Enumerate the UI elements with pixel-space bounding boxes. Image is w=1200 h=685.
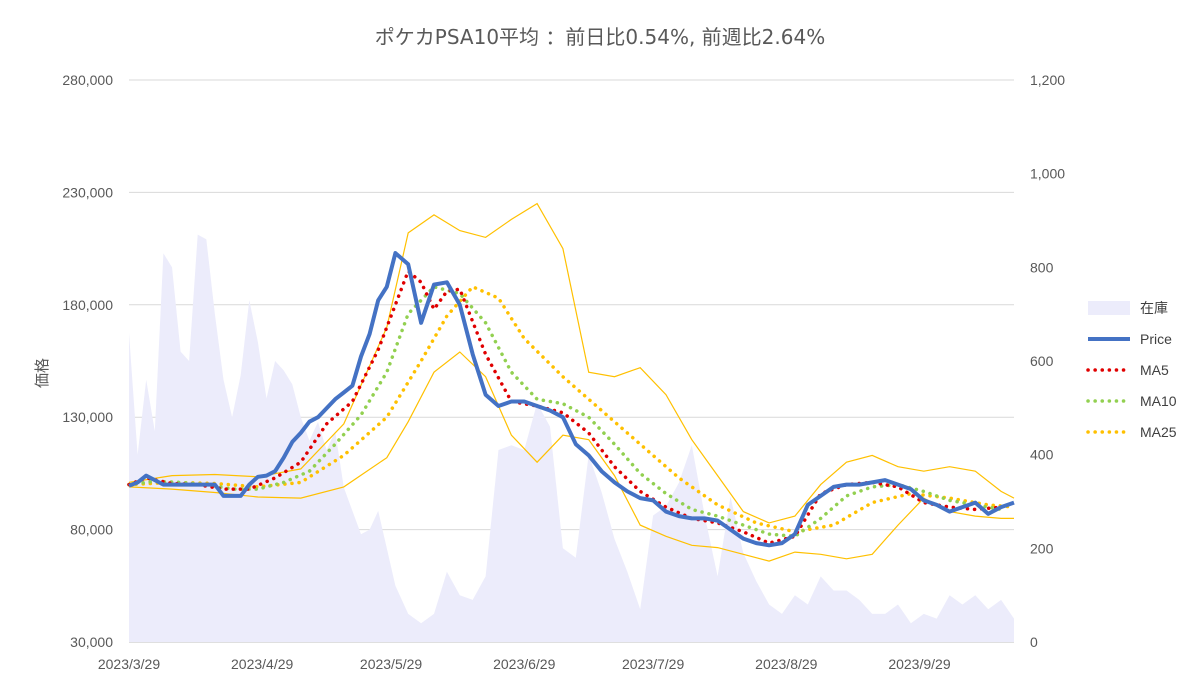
x-tick-label: 2023/4/29 bbox=[231, 656, 293, 672]
legend-swatch-stock bbox=[1088, 301, 1130, 315]
x-axis-ticks: 2023/3/29 2023/4/29 2023/5/29 2023/6/29 2023… bbox=[98, 656, 951, 672]
x-tick-label: 2023/9/29 bbox=[888, 656, 950, 672]
right-tick-label: 1,200 bbox=[1030, 72, 1065, 88]
left-tick-label: 180,000 bbox=[62, 297, 113, 313]
left-tick-label: 80,000 bbox=[70, 522, 113, 538]
legend-label: MA10 bbox=[1140, 393, 1177, 409]
right-tick-label: 1,000 bbox=[1030, 166, 1065, 182]
left-tick-label: 130,000 bbox=[62, 409, 113, 425]
x-tick-label: 2023/6/29 bbox=[493, 656, 555, 672]
right-axis-ticks: 0 200 400 600 800 1,000 1,200 bbox=[1030, 72, 1065, 650]
right-tick-label: 800 bbox=[1030, 259, 1054, 275]
stock-area-layer bbox=[129, 234, 1014, 642]
right-tick-label: 600 bbox=[1030, 353, 1054, 369]
legend: 在庫 Price MA5 MA10 MA25 bbox=[1086, 300, 1177, 440]
legend-label: MA5 bbox=[1140, 362, 1169, 378]
y-axis-title: 価格 bbox=[33, 358, 51, 388]
band-layer bbox=[128, 202, 1015, 562]
left-tick-label: 230,000 bbox=[62, 184, 113, 200]
right-tick-label: 200 bbox=[1030, 540, 1054, 556]
left-axis-ticks: 30,000 80,000 130,000 180,000 230,000 280,000 bbox=[62, 72, 113, 650]
legend-label: 在庫 bbox=[1140, 300, 1168, 316]
right-tick-label: 0 bbox=[1030, 634, 1038, 650]
right-tick-label: 400 bbox=[1030, 447, 1054, 463]
series-layer bbox=[127, 251, 1016, 548]
left-tick-label: 30,000 bbox=[70, 634, 113, 650]
legend-label: Price bbox=[1140, 331, 1172, 347]
left-tick-label: 280,000 bbox=[62, 72, 113, 88]
series-area-stock bbox=[129, 234, 1014, 642]
series-line-price bbox=[128, 251, 1015, 548]
series-line-ma10 bbox=[127, 285, 1003, 539]
x-tick-label: 2023/7/29 bbox=[622, 656, 684, 672]
x-tick-label: 2023/3/29 bbox=[98, 656, 160, 672]
x-tick-label: 2023/5/29 bbox=[360, 656, 422, 672]
series-line-upper-band bbox=[128, 202, 1015, 524]
x-tick-label: 2023/8/29 bbox=[755, 656, 817, 672]
series-line-lower-band bbox=[128, 351, 1014, 562]
legend-label: MA25 bbox=[1140, 424, 1177, 440]
chart-title: ポケカPSA10平均 ：前日比0.54%, 前週比2.64% bbox=[375, 25, 825, 49]
series-line-ma25 bbox=[127, 285, 1016, 534]
